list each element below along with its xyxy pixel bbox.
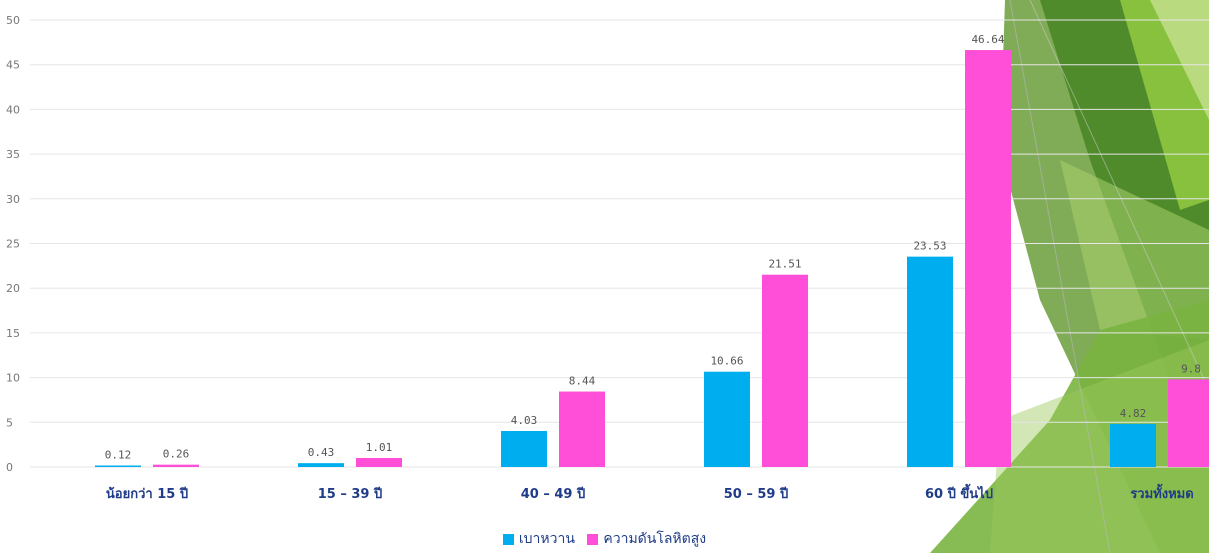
y-tick-label: 45: [6, 59, 20, 72]
y-tick-label: 30: [6, 193, 20, 206]
bar-diabetes: [501, 430, 547, 467]
data-label-diabetes: 10.66: [710, 355, 743, 368]
y-tick-label: 50: [6, 14, 20, 27]
y-tick-label: 15: [6, 327, 20, 340]
bar-hypertension: [1168, 379, 1209, 467]
data-label-hypertension: 1.01: [366, 441, 393, 454]
y-tick-label: 0: [6, 461, 13, 474]
bar-hypertension: [965, 50, 1011, 468]
data-label-hypertension: 9.8: [1181, 362, 1201, 375]
y-tick-label: 20: [6, 282, 20, 295]
bar-hypertension: [153, 464, 199, 467]
data-label-hypertension: 8.44: [569, 375, 596, 388]
x-category-label: 15 – 39 ปี: [318, 486, 383, 502]
bar-hypertension: [762, 274, 808, 467]
x-category-label: 60 ปี ขึ้นไป: [925, 483, 993, 502]
data-label-diabetes: 0.43: [308, 446, 335, 459]
legend-swatch-diabetes: [502, 533, 514, 545]
bar-hypertension: [356, 457, 402, 467]
y-tick-label: 35: [6, 148, 20, 161]
x-category-label: น้อยกว่า 15 ปี: [106, 486, 188, 502]
bar-diabetes: [95, 465, 141, 467]
legend: เบาหวาน ความดันโลหิตสูง: [0, 528, 1209, 550]
data-labels: 0.12 0.26 0.43 1.01 4.03 8.44 10.66 21.51 23.53 4…: [105, 33, 1201, 461]
x-category-label: 40 – 49 ปี: [521, 486, 586, 502]
x-category-label: 50 – 59 ปี: [724, 486, 789, 502]
legend-label-diabetes: เบาหวาน: [518, 531, 575, 547]
bar-hypertension: [559, 391, 605, 467]
grid-lines: [30, 19, 1209, 468]
bar-diabetes: [1110, 423, 1156, 467]
y-tick-label: 5: [6, 416, 13, 429]
legend-swatch-hypertension: [587, 533, 599, 545]
bar-diabetes: [298, 463, 344, 467]
data-label-hypertension: 0.26: [163, 448, 190, 461]
data-label-diabetes: 0.12: [105, 449, 132, 462]
y-tick-label: 25: [6, 238, 20, 251]
bar-diabetes: [704, 371, 750, 467]
y-tick-label: 40: [6, 103, 20, 116]
bars: [95, 50, 1209, 468]
x-axis-categories: น้อยกว่า 15 ปี 15 – 39 ปี 40 – 49 ปี 50 – 5…: [106, 483, 1194, 502]
legend-item-hypertension: ความดันโลหิตสูง: [587, 528, 706, 550]
legend-label-hypertension: ความดันโลหิตสูง: [603, 531, 707, 547]
y-axis-ticks: 0 5 10 15 20 25 30 35 40 45 50: [6, 14, 20, 474]
data-label-hypertension: 46.64: [971, 33, 1004, 46]
x-category-label: รวมทั้งหมด: [1130, 483, 1193, 502]
data-label-diabetes: 23.53: [913, 240, 946, 253]
data-label-diabetes: 4.03: [511, 414, 538, 427]
bar-diabetes: [907, 256, 953, 467]
data-label-hypertension: 21.51: [768, 258, 801, 271]
data-label-diabetes: 4.82: [1120, 407, 1147, 420]
y-tick-label: 10: [6, 372, 20, 385]
legend-item-diabetes: เบาหวาน: [502, 528, 575, 550]
